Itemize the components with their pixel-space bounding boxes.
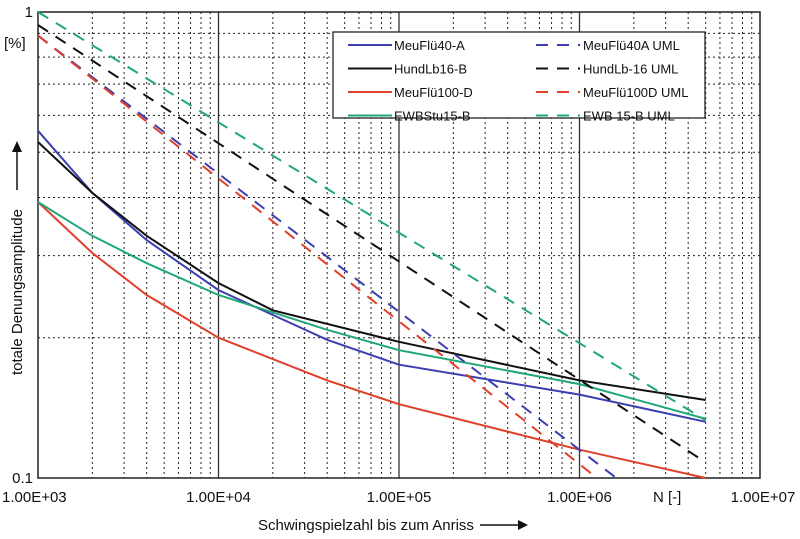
x-unit-annotation: N [-]: [653, 489, 681, 506]
series-line-EWB-15-B-UML: [37, 11, 707, 422]
x-tick-label: 1.00E+03: [2, 489, 67, 506]
legend-label: EWB 15-B UML: [583, 109, 675, 124]
series-lines: [37, 11, 707, 479]
legend-label: HundLb-16 UML: [583, 62, 678, 77]
series-line-HundLb16-B: [37, 141, 706, 401]
legend-box: [332, 31, 706, 119]
series-line-HundLb-16-UML: [37, 24, 707, 464]
series-line-EWBStu15-B: [37, 201, 706, 420]
series-line-MeuFlü40-A: [37, 130, 706, 423]
x-axis-arrow: [480, 520, 528, 530]
y-unit-label: [%]: [4, 35, 26, 52]
y-axis-arrow: [12, 141, 22, 190]
legend-label: EWBStu15-B: [394, 109, 471, 124]
y-axis-label: totale Denungsamplitude: [9, 209, 26, 375]
tick-labels: 1.00E+03 1.00E+04 1.00E+05 1.00E+06 1.00E+07…: [2, 4, 795, 506]
x-axis-label: Schwingspielzahl bis zum Anriss: [258, 517, 474, 534]
legend-label: HundLb16-B: [394, 62, 467, 77]
y-tick-label: 0.1: [12, 470, 33, 487]
x-tick-label: 1.00E+04: [186, 489, 251, 506]
plot-frame: [37, 11, 761, 479]
legend: MeuFlü40-A HundLb16-B MeuFlü100-D EWBStu15-…: [332, 31, 706, 124]
x-tick-label: 1.00E+05: [367, 489, 432, 506]
series-line-MeuFlü100-D: [37, 201, 706, 479]
legend-label: MeuFlü100D UML: [583, 85, 689, 100]
series-line-MeuFlü100D-UML: [37, 34, 598, 479]
y-tick-label: 1: [25, 4, 33, 21]
x-tick-label: 1.00E+06: [547, 489, 612, 506]
series-line-MeuFlü40A-UML: [37, 34, 617, 479]
legend-label: MeuFlü40-A: [394, 38, 465, 53]
legend-label: MeuFlü40A UML: [583, 38, 680, 53]
legend-label: MeuFlü100-D: [394, 85, 473, 100]
x-tick-label: 1.00E+07: [731, 489, 796, 506]
